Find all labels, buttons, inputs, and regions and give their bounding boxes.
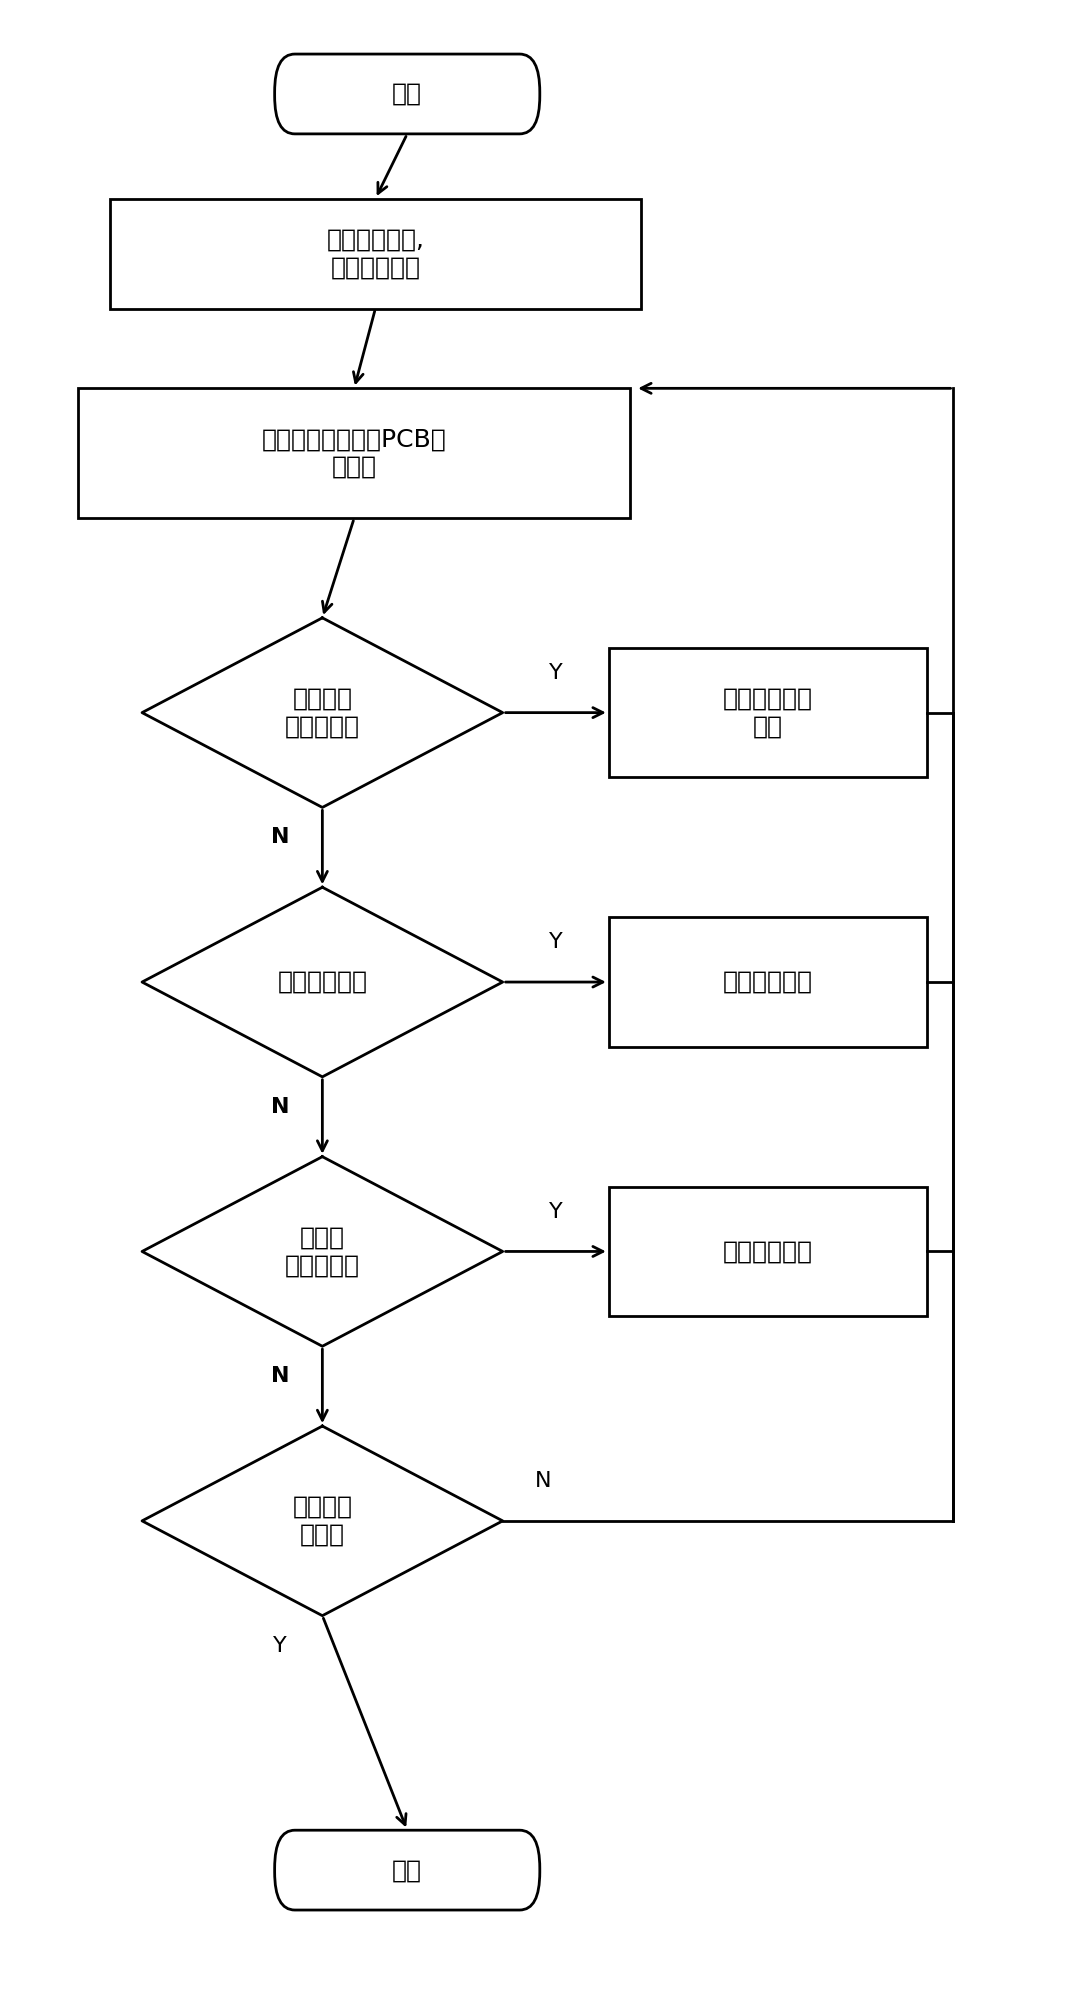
Text: N: N [270,1096,290,1116]
Text: 是否为
线性运动？: 是否为 线性运动？ [284,1226,360,1277]
Bar [608,918,927,1046]
Bar [110,198,640,309]
Text: 绘制线性图形: 绘制线性图形 [723,1238,812,1263]
Text: Y: Y [548,663,562,683]
Bar [608,647,927,778]
Text: 绘制闪绘光圈: 绘制闪绘光圈 [723,970,812,994]
Text: Y: Y [548,932,562,952]
Text: Y: Y [548,1202,562,1222]
FancyBboxPatch shape [275,1830,540,1910]
Text: N: N [270,1367,290,1387]
Text: N: N [270,828,290,848]
Bar [78,389,630,519]
Text: 逐条读取整合后的PCB加
工信息: 逐条读取整合后的PCB加 工信息 [262,427,447,479]
Polygon shape [142,1156,502,1347]
Text: 记录当前镜头
信息: 记录当前镜头 信息 [723,687,812,739]
Polygon shape [142,617,502,808]
Polygon shape [142,888,502,1076]
Text: 结束: 结束 [392,1858,422,1882]
Text: Y: Y [273,1635,286,1655]
Polygon shape [142,1427,502,1615]
Text: N: N [534,1471,551,1491]
Bar [608,1186,927,1317]
FancyBboxPatch shape [275,54,540,134]
Text: 是否为闪绘？: 是否为闪绘？ [277,970,368,994]
Text: 是否需要
更换镜头？: 是否需要 更换镜头？ [284,687,360,739]
Text: 读取光绘文件,
整合光绘信息: 读取光绘文件, 整合光绘信息 [326,228,424,279]
Text: 文件是否
读完？: 文件是否 读完？ [292,1495,353,1547]
Text: 开始: 开始 [392,82,422,106]
